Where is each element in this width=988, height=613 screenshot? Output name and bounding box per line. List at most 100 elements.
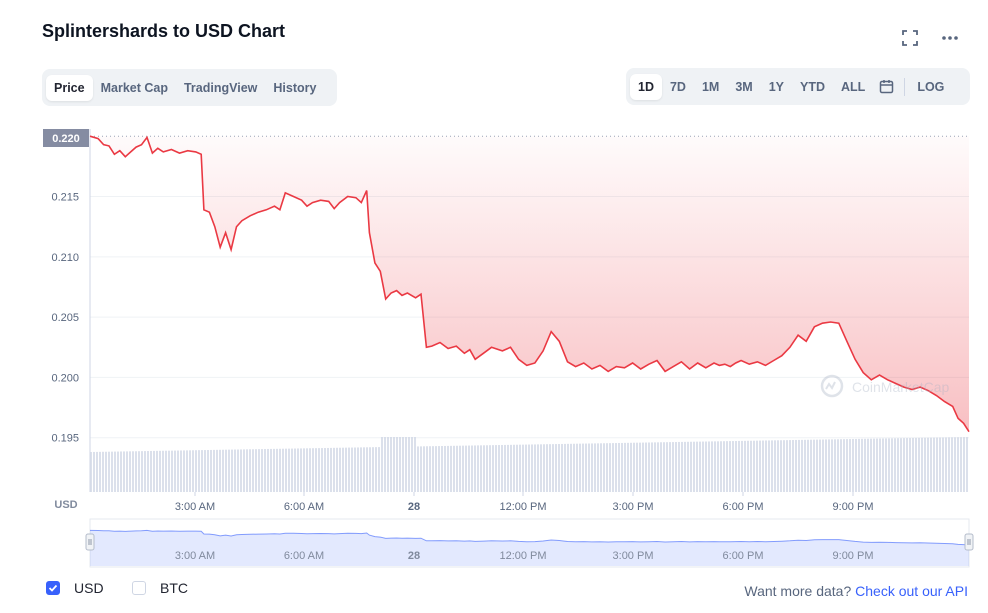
volume-bar <box>156 450 158 492</box>
volume-bar <box>312 448 314 492</box>
api-link[interactable]: Check out our API <box>855 583 968 599</box>
calendar-icon[interactable] <box>873 75 900 98</box>
volume-bar <box>549 444 551 492</box>
volume-bar <box>723 441 725 492</box>
volume-bar <box>912 437 914 492</box>
volume-bar <box>900 438 902 492</box>
volume-bar <box>822 439 824 492</box>
volume-bar <box>819 439 821 492</box>
volume-bar <box>897 438 899 492</box>
volume-bar <box>618 442 620 492</box>
volume-bar <box>354 447 356 492</box>
usd-checkbox[interactable] <box>46 581 60 595</box>
volume-bar <box>633 442 635 492</box>
volume-bar <box>792 440 794 492</box>
volume-bar <box>180 450 182 492</box>
volume-bar <box>246 449 248 492</box>
volume-bar <box>603 443 605 492</box>
volume-bar <box>816 439 818 492</box>
volume-bar <box>519 444 521 492</box>
volume-bar <box>630 442 632 492</box>
volume-bar <box>636 442 638 492</box>
volume-bar <box>297 448 299 492</box>
volume-bar <box>927 437 929 492</box>
volume-bar <box>810 439 812 492</box>
usd-option[interactable]: USD <box>46 580 104 596</box>
range-1m[interactable]: 1M <box>701 79 720 94</box>
volume-bar <box>453 445 455 492</box>
volume-bar <box>957 437 959 492</box>
btc-checkbox[interactable] <box>132 581 146 595</box>
volume-bar <box>606 443 608 492</box>
more-data-promo: Want more data? Check out our API <box>744 583 968 599</box>
volume-bar <box>327 447 329 492</box>
navigator-left-handle[interactable] <box>85 533 95 551</box>
current-price-tag: 0.220 <box>43 129 89 147</box>
volume-bar <box>204 450 206 492</box>
volume-bar <box>906 438 908 492</box>
volume-bar <box>798 439 800 492</box>
volume-bar <box>93 451 95 492</box>
tab-tradingview[interactable]: TradingView <box>183 80 258 95</box>
volume-bar <box>852 438 854 492</box>
volume-bar <box>126 451 128 492</box>
volume-bar <box>153 450 155 492</box>
x-tick-label: 6:00 PM <box>723 501 764 513</box>
volume-bar <box>129 451 131 492</box>
volume-bar <box>150 450 152 492</box>
volume-bar <box>324 448 326 492</box>
range-1y[interactable]: 1Y <box>768 79 785 94</box>
tab-market-cap[interactable]: Market Cap <box>100 80 168 95</box>
volume-bar <box>831 439 833 492</box>
volume-bar <box>615 443 617 492</box>
volume-bar <box>807 439 809 492</box>
volume-bar <box>600 443 602 492</box>
more-icon[interactable] <box>940 28 960 48</box>
volume-bar <box>588 443 590 492</box>
volume-bar <box>492 445 494 492</box>
volume-bar <box>537 444 539 492</box>
volume-bar <box>330 447 332 492</box>
volume-bar <box>891 438 893 492</box>
navigator-right-handle[interactable] <box>964 533 974 551</box>
volume-bar <box>441 446 443 492</box>
volume-bar <box>909 438 911 492</box>
range-divider <box>904 77 906 96</box>
range-1d[interactable]: 1D <box>630 73 662 100</box>
tab-history[interactable]: History <box>273 80 317 95</box>
y-tick-label: 0.205 <box>51 312 79 324</box>
btc-option[interactable]: BTC <box>132 580 188 596</box>
volume-bar <box>738 440 740 492</box>
range-ytd[interactable]: YTD <box>800 79 826 94</box>
volume-bar <box>390 437 392 492</box>
fullscreen-icon[interactable] <box>900 28 920 48</box>
navigator-tick-label: 3:00 PM <box>613 550 654 562</box>
volume-bar <box>321 448 323 492</box>
range-all[interactable]: ALL <box>841 79 866 94</box>
volume-bar <box>708 441 710 492</box>
volume-bar <box>858 438 860 492</box>
volume-bar <box>498 445 500 492</box>
volume-bar <box>870 438 872 492</box>
log-toggle[interactable]: LOG <box>917 79 945 94</box>
volume-bar <box>177 450 179 492</box>
volume-bar <box>162 450 164 492</box>
range-3m[interactable]: 3M <box>735 79 753 94</box>
volume-bar <box>363 447 365 492</box>
volume-bar <box>255 449 257 492</box>
watermark: CoinMarketCap <box>820 374 949 398</box>
volume-bar <box>249 449 251 492</box>
volume-bar <box>582 443 584 492</box>
volume-bar <box>915 437 917 492</box>
volume-bar <box>945 437 947 492</box>
tab-price[interactable]: Price <box>46 74 93 101</box>
volume-bar <box>951 437 953 492</box>
volume-bar <box>843 439 845 492</box>
volume-bar <box>108 451 110 492</box>
volume-bar <box>171 450 173 492</box>
range-navigator[interactable]: 3:00 AM 6:00 AM 28 12:00 PM 3:00 PM 6:00 PM 9:… <box>85 518 974 568</box>
volume-bar <box>879 438 881 492</box>
volume-bar <box>675 442 677 492</box>
range-7d[interactable]: 7D <box>669 79 686 94</box>
